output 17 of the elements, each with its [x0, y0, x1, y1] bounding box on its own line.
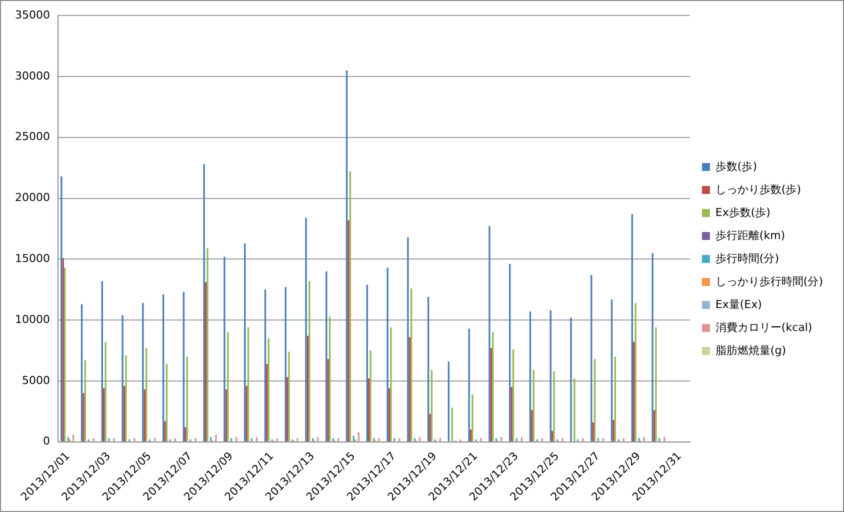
y-tick-label: 25000 [14, 130, 50, 144]
y-tick-label: 5000 [22, 374, 50, 387]
legend-label: Ex量(Ex) [715, 298, 762, 311]
legend-label: Ex歩数(歩) [715, 206, 770, 219]
legend-label: しっかり歩行時間(分) [715, 274, 824, 288]
legend-label: 歩数(歩) [715, 160, 758, 173]
y-tick-label: 35000 [14, 8, 50, 22]
y-tick-label: 30000 [14, 69, 50, 82]
legend-label: 消費カロリー(kcal) [715, 320, 812, 334]
legend-label: しっかり歩数(歩) [715, 182, 802, 196]
legend-label: 歩行距離(km) [715, 228, 786, 242]
y-tick-label: 10000 [14, 312, 50, 326]
y-tick-label: 0 [42, 434, 50, 448]
y-tick-label: 15000 [14, 252, 50, 266]
legend-label: 脂肪燃焼量(g) [715, 344, 786, 357]
y-tick-label: 20000 [14, 191, 50, 204]
legend-label: 歩行時間(分) [715, 252, 780, 265]
